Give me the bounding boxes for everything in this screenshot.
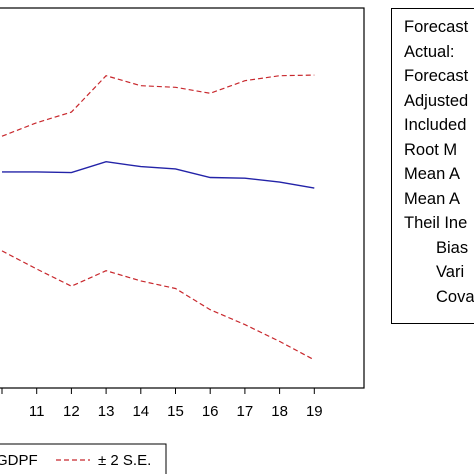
x-tick-label: 11 [29,403,45,420]
stat-label: Mean A [404,189,460,208]
se-band-lower-line [1,250,315,361]
stat-label: Forecast [404,67,469,85]
series-layer [1,74,315,361]
stat-label: Adjusted [404,91,469,110]
gdpf-line [2,160,315,189]
stat-label: Bias [436,238,469,257]
stat-label: Actual: [404,42,455,61]
legend: GDPF ± 2 S.E. [0,443,167,474]
stat-label: Vari [436,263,465,281]
x-tick-label: 14 [132,403,149,420]
x-tick-label: 12 [63,403,80,420]
x-tick-label: 15 [167,403,184,420]
stat-label: Mean A [404,165,460,183]
stat-label: Cova [436,287,474,306]
stat-label: Root M [404,140,458,159]
x-tick-label: 18 [271,403,288,420]
x-tick-label: 13 [98,403,115,420]
legend-frame [0,443,167,474]
se-band-upper-line [1,74,315,137]
x-tick-label: 16 [202,403,219,420]
stat-label: Forecast [404,18,469,36]
x-tick-label: 17 [237,403,254,420]
plot-frame [0,7,365,389]
legend-label-se: ± 2 S.E. [98,452,151,469]
x-axis-ticks: 11 12 13 14 15 16 17 18 19 [1,388,323,420]
x-tick-label: 19 [306,403,323,420]
stat-label: Theil Ine [404,214,468,232]
legend-label-gdpf: GDPF [0,452,38,469]
forecast-stats-box: Forecast Actual: Forecast Adjusted Included R… [391,8,474,324]
stat-label: Included [404,116,467,134]
